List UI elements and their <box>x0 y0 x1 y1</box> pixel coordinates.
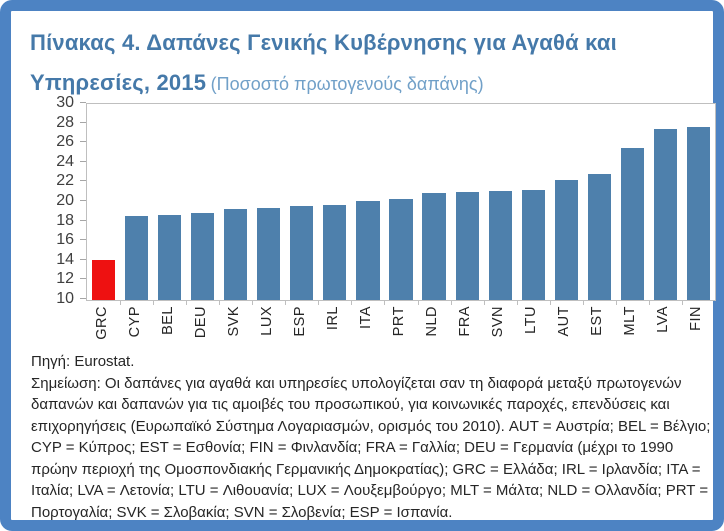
y-tick-label: 14 <box>56 250 74 268</box>
bar-lva <box>653 129 677 300</box>
note-text: Σημείωση: Οι δαπάνες για αγαθά και υπηρε… <box>31 374 711 521</box>
x-tick-mark <box>252 301 254 305</box>
x-label-nld: NLD <box>424 306 441 337</box>
x-tick-mark <box>615 301 617 305</box>
x-label-svk: SVK <box>225 306 242 337</box>
x-label-fin: FIN <box>688 306 705 331</box>
bar-ita <box>356 201 380 300</box>
x-label-bel: BEL <box>159 306 176 335</box>
bar-svk <box>224 208 248 300</box>
y-tick-label: 20 <box>56 192 74 209</box>
x-label-aut: AUT <box>556 306 573 337</box>
x-tick-mark <box>648 301 650 305</box>
x-axis-labels: GRC CYP BEL DEU SVK LUX ESP IRL ITA PRT NLD FRA SVN L… <box>86 306 714 351</box>
x-label-fra: FRA <box>457 306 474 337</box>
y-tick-label: 24 <box>56 152 74 170</box>
y-tick-mark <box>80 121 86 123</box>
y-tick-mark <box>80 141 86 143</box>
footnotes: Πηγή: Eurostat. Σημείωση: Οι δαπάνες για… <box>31 351 713 523</box>
chart-title-block: Πίνακας 4. Δαπάνες Γενικής Κυβέρνησης γι… <box>30 24 706 104</box>
bar-aut <box>554 180 578 300</box>
title-line1: Πίνακας 4. Δαπάνες Γενικής Κυβέρνησης γι… <box>30 30 617 55</box>
x-label-cyp: CYP <box>126 306 143 338</box>
x-tick-mark <box>681 301 683 305</box>
x-tick-mark <box>450 301 452 305</box>
y-tick-mark <box>80 102 86 103</box>
x-tick-mark <box>153 301 155 305</box>
y-axis: 10 12 14 16 18 20 22 24 26 28 30 <box>22 94 86 307</box>
bar-bel <box>158 214 182 300</box>
x-label-lva: LVA <box>655 306 672 333</box>
x-tick-mark <box>483 301 485 305</box>
x-label-ltu: LTU <box>523 306 540 334</box>
bar-esp <box>290 205 314 300</box>
x-tick-mark <box>417 301 419 305</box>
bar-nld <box>422 193 446 300</box>
plot-area <box>86 103 716 305</box>
x-tick-mark <box>285 301 287 305</box>
x-tick-mark <box>516 301 518 305</box>
y-tick-label: 28 <box>56 113 74 131</box>
x-label-mlt: MLT <box>622 306 639 336</box>
y-tick-mark <box>80 219 86 221</box>
bar-mlt <box>620 148 644 300</box>
x-label-esp: ESP <box>291 306 308 337</box>
title-line2: Υπηρεσίες, 2015 <box>30 70 207 95</box>
y-tick-mark <box>80 278 86 280</box>
y-tick-label: 16 <box>56 231 74 249</box>
source-text: Πηγή: Eurostat. <box>31 353 135 370</box>
x-tick-mark <box>549 301 551 305</box>
x-label-lux: LUX <box>258 306 275 336</box>
bar-lux <box>257 207 281 300</box>
x-label-grc: GRC <box>93 306 110 340</box>
x-label-est: EST <box>589 306 606 336</box>
bar-fra <box>455 192 479 300</box>
x-label-irl: IRL <box>324 306 341 331</box>
x-tick-mark <box>186 301 188 305</box>
bar-fin <box>686 126 711 300</box>
bar-ltu <box>521 190 545 300</box>
bar-cyp <box>125 215 149 300</box>
x-tick-mark <box>318 301 320 305</box>
bar-irl <box>323 204 347 300</box>
bar-prt <box>389 199 413 300</box>
x-tick-mark <box>384 301 386 305</box>
bar-svn <box>488 191 512 300</box>
title-subtitle: (Ποσοστό πρωτογενούς δαπάνης) <box>210 74 484 94</box>
bar-grc <box>91 259 116 300</box>
y-tick-mark <box>80 298 86 299</box>
y-tick-label: 12 <box>56 270 74 288</box>
y-tick-label: 26 <box>56 133 74 151</box>
y-tick-label: 18 <box>56 211 74 229</box>
y-tick-mark <box>80 239 86 241</box>
y-tick-label: 30 <box>56 94 74 111</box>
x-tick-mark <box>351 301 353 305</box>
y-tick-mark <box>80 180 86 182</box>
bar-chart: 10 12 14 16 18 20 22 24 26 28 30 GRC CYP BEL DEU SVK LU… <box>22 94 724 351</box>
y-tick-mark <box>80 200 86 201</box>
y-tick-label: 22 <box>56 172 74 190</box>
y-tick-mark <box>80 258 86 260</box>
x-label-deu: DEU <box>192 306 209 339</box>
x-label-ita: ITA <box>357 306 374 329</box>
x-tick-mark <box>582 301 584 305</box>
bar-est <box>587 173 611 300</box>
bar-deu <box>191 212 215 300</box>
content-area: Πίνακας 4. Δαπάνες Γενικής Κυβέρνησης γι… <box>22 22 716 521</box>
x-label-prt: PRT <box>391 306 407 337</box>
y-tick-mark <box>80 160 86 162</box>
y-tick-label: 10 <box>56 290 74 307</box>
x-tick-mark <box>219 301 221 305</box>
x-tick-mark <box>120 301 122 305</box>
x-label-svn: SVN <box>490 306 507 338</box>
